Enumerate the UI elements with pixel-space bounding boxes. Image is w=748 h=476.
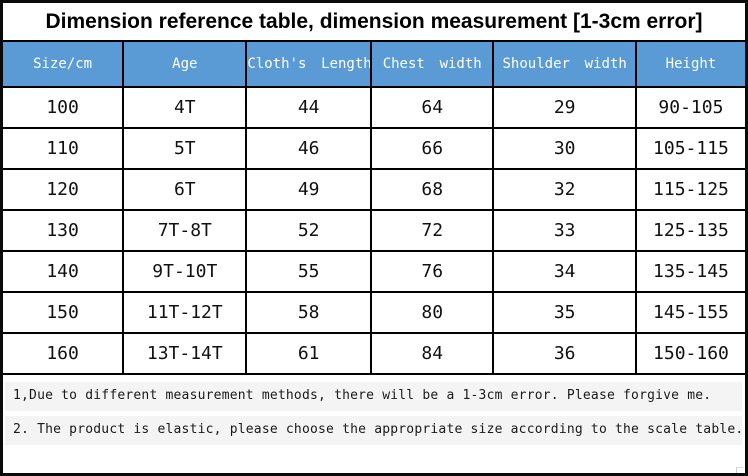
table-row: 110 5T 46 66 30 105-115 xyxy=(3,127,745,170)
table-cell: 61 xyxy=(245,332,373,375)
table-cell: 135-145 xyxy=(634,250,745,293)
table-cell: 32 xyxy=(492,168,637,211)
table-cell: 64 xyxy=(370,86,495,129)
table-row: 100 4T 44 64 29 90-105 xyxy=(3,86,745,129)
column-header: Height xyxy=(634,42,745,88)
size-table-head-row: Size/cm Age Cloth's Length Chest width Shoul… xyxy=(3,42,745,88)
table-cell: 33 xyxy=(492,209,637,252)
table-cell: 29 xyxy=(492,86,637,129)
table-cell: 110 xyxy=(3,127,125,170)
table-cell: 100 xyxy=(3,86,125,129)
table-row: 160 13T-14T 61 84 36 150-160 xyxy=(3,332,745,375)
page-title: Dimension reference table, dimension mea… xyxy=(3,3,745,42)
column-header: Shoulder width xyxy=(492,42,637,88)
table-cell: 5T xyxy=(122,127,248,170)
note-elastic-sizing: 2. The product is elastic, please choose… xyxy=(5,416,743,445)
table-cell: 90-105 xyxy=(634,86,745,129)
table-cell: 76 xyxy=(370,250,495,293)
column-header: Size/cm xyxy=(3,42,125,88)
table-cell: 30 xyxy=(492,127,637,170)
size-table: Size/cm Age Cloth's Length Chest width Shoul… xyxy=(3,42,745,375)
table-cell: 115-125 xyxy=(634,168,745,211)
table-cell: 13T-14T xyxy=(122,332,248,375)
table-cell: 105-115 xyxy=(634,127,745,170)
table-cell: 11T-12T xyxy=(122,291,248,334)
table-cell: 6T xyxy=(122,168,248,211)
table-cell: 52 xyxy=(245,209,373,252)
table-cell: 130 xyxy=(3,209,125,252)
table-cell: 145-155 xyxy=(634,291,745,334)
table-cell: 9T-10T xyxy=(122,250,248,293)
table-cell: 66 xyxy=(370,127,495,170)
table-cell: 150 xyxy=(3,291,125,334)
table-cell: 72 xyxy=(370,209,495,252)
table-cell: 35 xyxy=(492,291,637,334)
table-row: 150 11T-12T 58 80 35 145-155 xyxy=(3,291,745,334)
table-cell: 80 xyxy=(370,291,495,334)
column-header: Chest width xyxy=(370,42,495,88)
notes-section: 1,Due to different measurement methods, … xyxy=(3,375,745,445)
table-row: 120 6T 49 68 32 115-125 xyxy=(3,168,745,211)
table-cell: 58 xyxy=(245,291,373,334)
table-cell: 68 xyxy=(370,168,495,211)
table-cell: 4T xyxy=(122,86,248,129)
table-cell: 125-135 xyxy=(634,209,745,252)
table-cell: 46 xyxy=(245,127,373,170)
table-cell: 120 xyxy=(3,168,125,211)
table-cell: 84 xyxy=(370,332,495,375)
table-cell: 55 xyxy=(245,250,373,293)
table-row: 130 7T-8T 52 72 33 125-135 xyxy=(3,209,745,252)
corner-artifact xyxy=(736,467,743,473)
note-measurement-error: 1,Due to different measurement methods, … xyxy=(5,382,742,411)
table-cell: 7T-8T xyxy=(122,209,248,252)
size-table-body: 100 4T 44 64 29 90-105 110 5T 46 66 30 105-115 120 6T… xyxy=(3,86,745,375)
table-cell: 150-160 xyxy=(634,332,745,375)
table-row: 140 9T-10T 55 76 34 135-145 xyxy=(3,250,745,293)
table-cell: 140 xyxy=(3,250,125,293)
column-header: Cloth's Length xyxy=(245,42,373,88)
table-cell: 34 xyxy=(492,250,637,293)
table-cell: 160 xyxy=(3,332,125,375)
column-header: Age xyxy=(122,42,248,88)
table-cell: 44 xyxy=(245,86,373,129)
table-cell: 36 xyxy=(492,332,637,375)
table-cell: 49 xyxy=(245,168,373,211)
